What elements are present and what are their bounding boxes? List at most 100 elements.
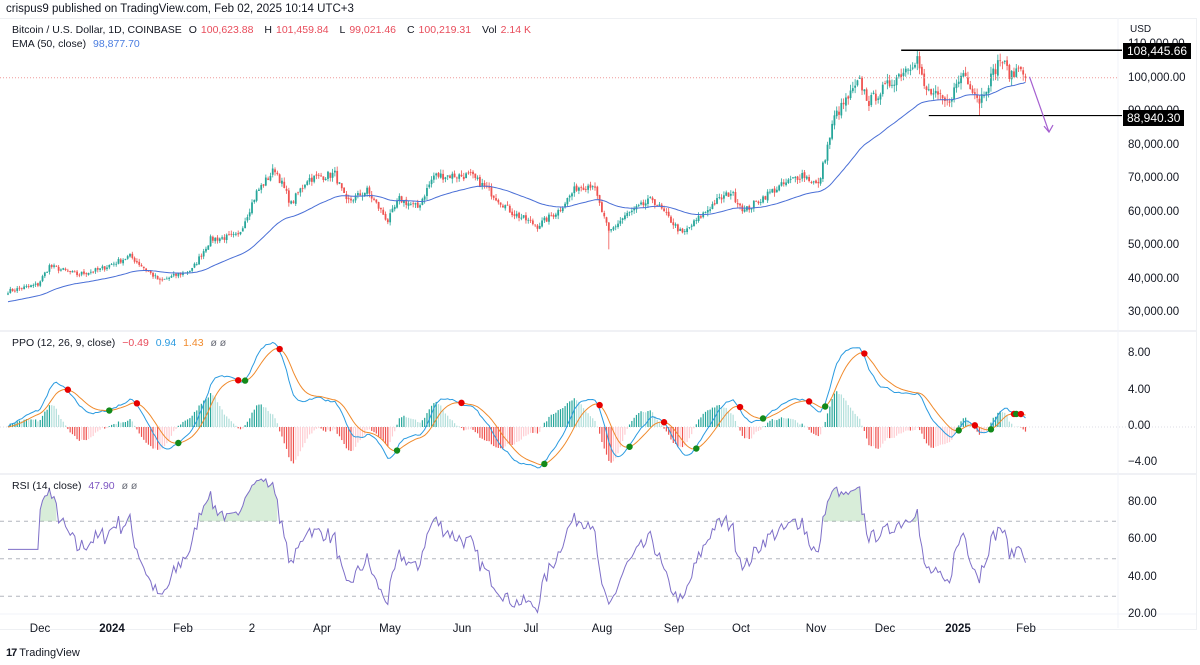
candle xyxy=(927,83,930,92)
candle xyxy=(384,211,387,221)
tradingview-logo[interactable]: 17 TradingView xyxy=(6,647,80,659)
candle xyxy=(826,141,829,165)
candle-body xyxy=(831,123,834,139)
candle-body xyxy=(794,177,797,179)
candle xyxy=(87,272,90,276)
candle-body xyxy=(725,192,728,196)
candle xyxy=(285,185,288,194)
ppo-legend[interactable]: PPO (12, 26, 9, close) −0.49 0.94 1.43 ø… xyxy=(12,337,230,349)
candle-body xyxy=(577,187,580,191)
candle xyxy=(990,66,992,92)
candle xyxy=(230,230,233,237)
candle xyxy=(391,205,394,213)
candle-body xyxy=(290,201,293,204)
candle xyxy=(695,217,698,225)
close-label: C xyxy=(406,24,415,36)
candle-body xyxy=(403,200,405,203)
symbol-label: Bitcoin / U.S. Dollar, 1D, COINBASE xyxy=(12,24,182,36)
candle xyxy=(156,275,159,280)
candle xyxy=(1022,67,1025,81)
candle-body xyxy=(918,56,921,69)
candle-body xyxy=(329,172,332,178)
candle-body xyxy=(932,93,935,95)
candle xyxy=(290,200,293,205)
candle-body xyxy=(225,234,228,241)
candle xyxy=(944,96,946,107)
bullish-cross-dot xyxy=(541,460,548,468)
candle xyxy=(168,276,171,281)
candle-body xyxy=(182,272,184,275)
candle xyxy=(554,212,557,219)
rsi-legend[interactable]: RSI (14, close) 47.90 ø ø xyxy=(12,480,141,492)
candle xyxy=(812,180,815,185)
candle-body xyxy=(973,92,976,94)
candle xyxy=(518,211,520,222)
candle-body xyxy=(255,190,258,201)
candle-body xyxy=(601,202,603,213)
candle xyxy=(214,237,217,244)
candle xyxy=(476,175,479,181)
candle xyxy=(101,264,104,271)
candle-body xyxy=(234,233,237,235)
candle xyxy=(833,110,836,130)
candle-body xyxy=(782,182,785,185)
candle-body xyxy=(937,91,939,95)
candle-body xyxy=(191,267,194,271)
candle-body xyxy=(568,195,571,198)
candle-body xyxy=(764,196,767,200)
candle-body xyxy=(886,80,889,84)
candle xyxy=(895,74,898,92)
candle-body xyxy=(969,84,972,90)
candle xyxy=(497,198,500,205)
price-tick-label: 60,000.00 xyxy=(1128,205,1180,218)
visibility-icons[interactable]: ø ø xyxy=(121,480,138,492)
candle xyxy=(794,176,797,183)
candle-body xyxy=(170,276,173,278)
candle-body xyxy=(538,226,541,229)
candle-body xyxy=(391,208,394,213)
candle-body xyxy=(253,199,256,203)
candle xyxy=(630,207,633,216)
candle-body xyxy=(762,196,764,203)
candle-body xyxy=(877,98,880,100)
candle-body xyxy=(508,205,511,213)
main-legend[interactable]: Bitcoin / U.S. Dollar, 1D, COINBASE O 100… xyxy=(12,24,539,36)
ema-legend[interactable]: EMA (50, close) 98,877.70 xyxy=(12,38,144,50)
candle-body xyxy=(920,66,923,75)
rsi-line xyxy=(8,477,1026,614)
candle-body xyxy=(868,101,870,107)
candle xyxy=(743,205,746,213)
candle xyxy=(94,267,97,274)
bearish-cross-dot xyxy=(971,422,979,429)
candle-body xyxy=(264,177,267,186)
candle xyxy=(85,272,88,277)
candle xyxy=(957,75,960,88)
candle-body xyxy=(276,172,279,175)
candle xyxy=(20,287,23,291)
candle xyxy=(633,206,636,214)
candle xyxy=(7,291,9,296)
candle-body xyxy=(706,210,709,213)
candle xyxy=(338,182,341,185)
low-label: L xyxy=(339,24,346,36)
candle xyxy=(428,181,431,189)
candle-body xyxy=(230,233,233,235)
time-axis-label: Apr xyxy=(313,623,331,635)
candle-body xyxy=(614,226,617,228)
candle-body xyxy=(679,228,682,231)
candle xyxy=(211,235,214,243)
candle-body xyxy=(909,69,912,71)
candle-body xyxy=(647,198,649,204)
visibility-icons[interactable]: ø ø xyxy=(210,337,227,349)
candle-body xyxy=(612,227,615,230)
candle-body xyxy=(520,217,523,219)
candle-body xyxy=(621,218,624,220)
candle xyxy=(246,214,249,223)
candle-body xyxy=(656,204,659,206)
candle-body xyxy=(188,270,191,272)
candle-body xyxy=(115,263,118,265)
candle xyxy=(923,68,926,89)
bullish-cross-dot xyxy=(822,403,829,410)
candle-body xyxy=(554,214,557,217)
